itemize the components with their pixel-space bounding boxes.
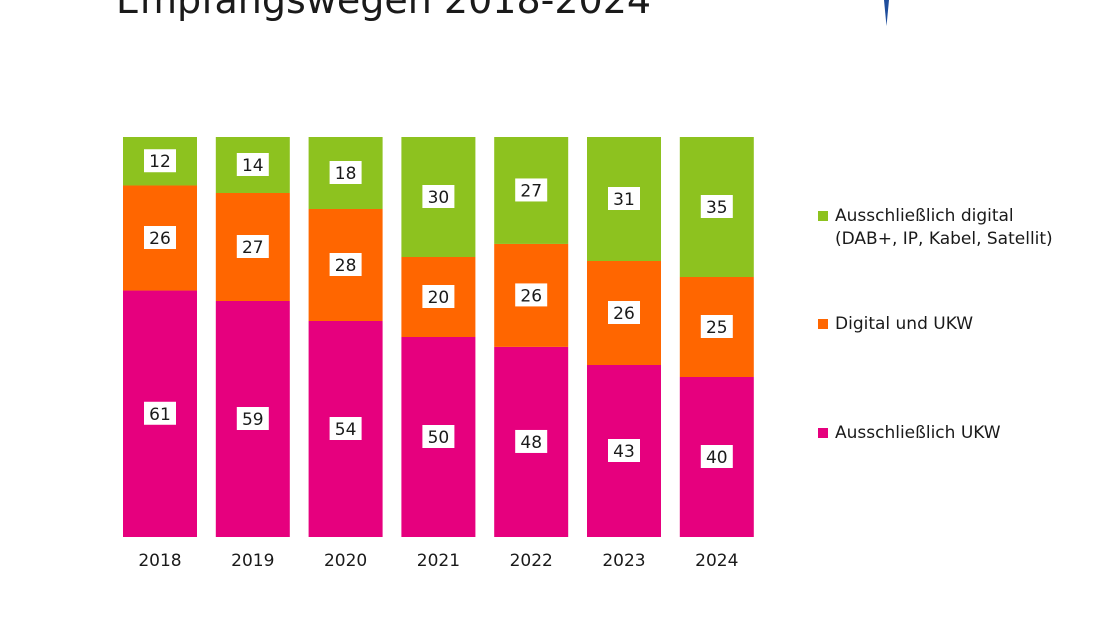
data-label-2018-s0: 61 [149,405,171,425]
data-label-box-2024-s2 [700,195,733,218]
x-tick-label-2023: 2023 [602,551,645,571]
data-label-2022-s0: 48 [520,433,542,453]
legend-swatch-digital-ukw [818,319,828,329]
data-label-box-2023-s1 [608,301,640,324]
data-label-2024-s2: 35 [706,198,728,218]
data-label-2024-s0: 40 [706,448,728,468]
data-label-2021-s0: 50 [428,428,450,448]
legend-swatch-digital [818,211,828,221]
legend-label-digital: Ausschließlich digital (DAB+, IP, Kabel,… [835,206,1053,249]
x-tick-label-2019: 2019 [231,551,274,571]
legend-item-ukw: Ausschließlich UKW [818,422,1075,445]
data-label-2019-s0: 59 [242,410,264,430]
data-label-2023-s2: 31 [613,190,635,210]
data-label-box-2018-s2 [144,149,176,173]
data-label-2024-s1: 25 [706,318,728,338]
legend-item-digital: Ausschließlich digital (DAB+, IP, Kabel,… [818,205,1075,251]
data-label-box-2024-s1 [700,315,733,338]
data-label-box-2020-s0 [329,417,362,440]
data-label-box-2021-s2 [422,185,455,208]
data-label-2022-s2: 27 [520,181,542,201]
data-label-2022-s1: 26 [520,286,542,306]
data-label-box-2023-s2 [608,187,640,210]
x-tick-label-2022: 2022 [510,551,553,571]
data-label-2018-s1: 26 [149,229,171,249]
x-tick-label-2018: 2018 [138,551,181,571]
data-label-2023-s1: 26 [613,304,635,324]
x-tick-label-2021: 2021 [417,551,460,571]
data-label-2020-s1: 28 [335,256,357,276]
legend-item-digital-ukw: Digital und UKW [818,313,1075,336]
data-label-box-2019-s0 [236,407,269,430]
data-label-box-2020-s1 [329,253,362,276]
data-label-box-2020-s2 [329,161,362,184]
x-tick-label-2024: 2024 [695,551,738,571]
data-label-box-2022-s0 [515,429,548,453]
data-label-box-2023-s0 [608,439,640,462]
blue-chevron-logo-icon [884,0,889,26]
data-label-box-2022-s1 [515,283,548,307]
data-label-box-2018-s0 [144,401,176,425]
stacked-bar-chart: 61 26 12 2018 59 27 14 2019 54 28 18 2020 50 20 30 2021… [123,137,754,571]
data-label-2023-s0: 43 [613,442,635,462]
data-label-2019-s1: 27 [242,238,264,258]
data-label-box-2024-s0 [700,445,733,468]
data-label-2021-s2: 30 [428,188,450,208]
data-label-2019-s2: 14 [242,156,264,176]
data-label-2021-s1: 20 [428,288,450,308]
data-label-box-2019-s1 [236,235,269,258]
legend-label-ukw: Ausschließlich UKW [835,423,1001,443]
page-title: Empfangswegen 2018-2024 [116,0,652,22]
data-label-box-2021-s0 [422,425,455,448]
x-tick-label-2020: 2020 [324,551,367,571]
data-label-box-2021-s1 [422,285,455,308]
data-label-2020-s2: 18 [335,164,357,184]
legend-label-digital-ukw: Digital und UKW [835,314,974,334]
data-label-box-2019-s2 [236,153,269,176]
data-label-box-2018-s1 [144,226,176,250]
data-label-box-2022-s2 [515,178,548,202]
data-label-2020-s0: 54 [335,420,357,440]
data-label-2018-s2: 12 [149,152,171,172]
legend-swatch-ukw [818,428,828,438]
